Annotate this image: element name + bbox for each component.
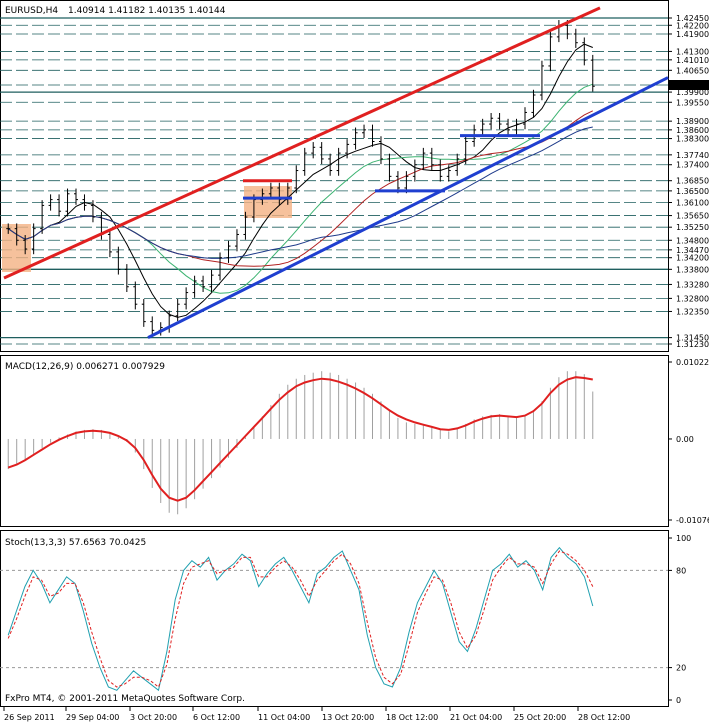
- price-tick-label: 1.32350: [676, 307, 709, 316]
- trend-lines: [3, 6, 669, 339]
- macd-tick-label: 0.00: [676, 435, 694, 444]
- price-tick-label: 1.37400: [676, 161, 709, 170]
- price-tick-label: 1.33280: [676, 280, 709, 289]
- macd-tick-label: 0.01022: [676, 358, 709, 367]
- stoch-tick-label: 0: [676, 696, 681, 705]
- price-tick-label: 1.41010: [676, 56, 709, 65]
- price-tick-label: 1.36100: [676, 199, 709, 208]
- price-tick-label: 1.35650: [676, 212, 709, 221]
- price-tick-label: 1.32800: [676, 294, 709, 303]
- stoch-tick-label: 20: [676, 664, 686, 673]
- price-tick-label: 1.34800: [676, 236, 709, 245]
- price-pane-border: [0, 0, 669, 352]
- price-tick-label: 1.36850: [676, 177, 709, 186]
- time-tick-label: 28 Oct 12:00: [578, 713, 630, 722]
- moving-averages: [7, 43, 594, 318]
- price-tick-label: 1.38600: [676, 126, 709, 135]
- stoch-d-line: [7, 550, 594, 688]
- consolidation-box-mid: [244, 186, 292, 218]
- upper-trend-line: [3, 6, 601, 280]
- macd-signal-line: [7, 376, 593, 502]
- time-tick-label: 6 Oct 12:00: [193, 713, 240, 722]
- copyright-footer: FxPro MT4, © 2001-2011 MetaQuotes Softwa…: [5, 694, 245, 704]
- time-tick-label: 21 Oct 04:00: [450, 713, 502, 722]
- moving-average-line: [7, 126, 593, 259]
- price-tick-label: 1.40144: [676, 81, 709, 90]
- time-tick-label: 26 Sep 2011: [4, 713, 55, 722]
- time-tick-label: 13 Oct 20:00: [322, 713, 374, 722]
- price-tick-label: 1.42450: [676, 14, 709, 23]
- time-axis: 26 Sep 2011 29 Sep 04:00 3 Oct 20:00 6 Oct …: [3, 707, 630, 722]
- price-tick-label: 1.39900: [676, 88, 709, 97]
- current-price-marker: [669, 80, 709, 91]
- stoch-tick-label: 100: [676, 534, 691, 543]
- stochastic-indicator: 100 80 20 0: [0, 534, 691, 705]
- price-tick-label: 1.36500: [676, 187, 709, 196]
- stoch-title: Stoch(13,3,3) 57.6563 70.0425: [5, 538, 146, 548]
- price-tick-label: 1.37740: [676, 151, 709, 160]
- price-tick-label: 1.41900: [676, 30, 709, 39]
- price-tick-label: 1.39550: [676, 98, 709, 107]
- time-tick-label: 29 Sep 04:00: [66, 713, 119, 722]
- stoch-pane-border: [0, 530, 669, 707]
- price-tick-label: 1.35250: [676, 223, 709, 232]
- price-tick-label: 1.38900: [676, 117, 709, 126]
- price-level-lines: [0, 17, 668, 345]
- stoch-k-line: [7, 546, 594, 692]
- price-tick-label: 1.34470: [676, 246, 709, 255]
- price-tick-label: 1.40650: [676, 66, 709, 75]
- price-tick-label: 1.31230: [676, 340, 709, 349]
- stoch-tick-label: 80: [676, 566, 686, 575]
- price-tick-label: 1.38300: [676, 135, 709, 144]
- price-bars: [6, 20, 595, 336]
- price-tick-label: 1.34200: [676, 254, 709, 263]
- price-tick-label: 1.42200: [676, 21, 709, 30]
- macd-tick-label: -0.01076: [676, 516, 709, 525]
- ohlc-label: 1.40914 1.41182 1.40135 1.40144: [68, 6, 226, 16]
- time-tick-label: 25 Oct 20:00: [514, 713, 566, 722]
- price-tick-label: 1.41300: [676, 47, 709, 56]
- symbol-label: EURUSD,H4: [5, 6, 58, 16]
- time-tick-label: 18 Oct 12:00: [386, 713, 438, 722]
- lower-trend-line: [147, 76, 669, 339]
- time-tick-label: 11 Oct 04:00: [258, 713, 310, 722]
- time-tick-label: 3 Oct 20:00: [130, 713, 177, 722]
- macd-indicator: 0.01022 0.00 -0.01076: [7, 358, 709, 525]
- price-tick-label: 1.33800: [676, 265, 709, 274]
- macd-title: MACD(12,26,9) 0.006271 0.007929: [5, 362, 165, 372]
- moving-average-line: [7, 110, 594, 267]
- price-tick-label: 1.31450: [676, 334, 709, 343]
- macd-pane-border: [0, 355, 669, 527]
